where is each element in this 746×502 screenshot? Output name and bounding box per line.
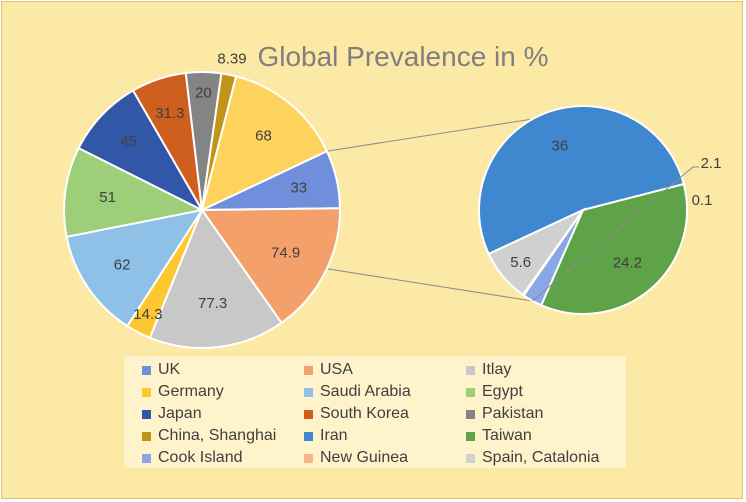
pie-slice-itlay: [148, 207, 283, 349]
legend-swatch: [304, 387, 313, 397]
legend-item-cook-island: Cook Island: [142, 447, 304, 469]
legend-label: Iran: [320, 427, 348, 444]
legend-swatch: [466, 409, 475, 419]
legend-item-iran: Iran: [304, 425, 466, 447]
data-label-south-korea: 31.3: [155, 105, 184, 122]
legend-label: Germany: [158, 383, 224, 400]
pie-slice-saudi-arabia: [65, 208, 205, 328]
legend-label: Egypt: [482, 383, 523, 400]
legend-label: Japan: [158, 405, 202, 422]
legend-swatch: [466, 365, 475, 375]
data-label-pakistan: 20: [195, 85, 212, 102]
data-label-egypt: 51: [99, 189, 116, 206]
connector-line-top: [326, 118, 533, 152]
legend-label: Spain, Catalonia: [482, 449, 600, 466]
connector-line-bottom: [326, 268, 533, 302]
pie-slice-spain-catalonia: [487, 207, 587, 297]
legend-item-new-guinea: New Guinea: [304, 447, 466, 469]
legend-swatch: [304, 431, 313, 441]
legend-label: Taiwan: [482, 427, 532, 444]
data-label-china-shanghai: 8.39: [217, 50, 246, 67]
chart-title: Global Prevalence in %: [257, 41, 548, 72]
legend-swatch: [142, 387, 151, 397]
legend-label: Cook Island: [158, 449, 243, 466]
pie-slice-japan: [77, 89, 205, 213]
legend-item-south-korea: South Korea: [304, 403, 466, 425]
pie-slice-usa: [200, 207, 341, 325]
legend-label: Saudi Arabia: [320, 383, 411, 400]
legend-swatch: [304, 409, 313, 419]
data-label-iran: 36: [552, 137, 569, 154]
data-label-taiwan: 24.2: [613, 254, 642, 271]
legend-item-usa: USA: [304, 359, 466, 381]
legend-item-uk: UK: [142, 359, 304, 381]
pie-slice-other: [200, 75, 329, 212]
connector-lines: [326, 118, 533, 302]
legend-label: China, Shanghai: [158, 427, 277, 444]
legend-item-taiwan: Taiwan: [466, 425, 628, 447]
pie-slice-iran: [478, 105, 685, 256]
secondary-pie: [478, 105, 699, 315]
legend-item-japan: Japan: [142, 403, 304, 425]
legend-swatch: [142, 365, 151, 375]
data-label-japan: 45: [120, 133, 137, 150]
data-labels: 33 74.9 77.3 14.3 62 51 45 31.3 20 8.39 68 36 24.2 2.…: [99, 50, 721, 323]
legend-item-egypt: Egypt: [466, 381, 628, 403]
data-label-spain-catalonia: 5.6: [510, 254, 531, 271]
legend-item-saudi-arabia: Saudi Arabia: [304, 381, 466, 403]
data-label-new-guinea: 0.1: [692, 192, 713, 209]
legend-swatch: [466, 453, 475, 463]
legend-label: Itlay: [482, 361, 512, 378]
data-label-other: 68: [255, 128, 272, 145]
legend-item-pakistan: Pakistan: [466, 403, 628, 425]
data-label-itlay: 77.3: [198, 295, 227, 312]
legend-label: USA: [320, 361, 353, 378]
legend-label: South Korea: [320, 405, 409, 422]
data-label-usa: 74.9: [271, 245, 300, 262]
legend-swatch: [142, 409, 151, 419]
legend-swatch: [466, 431, 475, 441]
legend-label: New Guinea: [320, 449, 409, 466]
pie-slice-egypt: [63, 146, 206, 238]
legend-item-itlay: Itlay: [466, 359, 628, 381]
legend-item-china-shanghai: China, Shanghai: [142, 425, 304, 447]
data-label-germany: 14.3: [133, 306, 162, 323]
main-pie: [63, 71, 342, 349]
legend-item-germany: Germany: [142, 381, 304, 403]
legend-label: Pakistan: [482, 405, 544, 422]
pie-slice-taiwan: [539, 182, 688, 315]
legend-swatch: [466, 387, 475, 397]
legend-label: UK: [158, 361, 181, 378]
data-label-uk: 33: [290, 180, 307, 197]
legend-swatch: [142, 453, 151, 463]
data-label-cook-island: 2.1: [701, 155, 722, 172]
data-label-saudi-arabia: 62: [114, 256, 131, 273]
legend-item-spain-catalonia: Spain, Catalonia: [466, 447, 628, 469]
legend-swatch: [142, 431, 151, 441]
legend: UK USA Itlay Germany Saudi Arabia Egypt Japan S…: [124, 356, 626, 468]
legend-swatch: [304, 365, 313, 375]
legend-swatch: [304, 453, 313, 463]
legend-grid: UK USA Itlay Germany Saudi Arabia Egypt Japan S…: [142, 359, 628, 469]
leader-line-cook-island: [531, 166, 699, 302]
